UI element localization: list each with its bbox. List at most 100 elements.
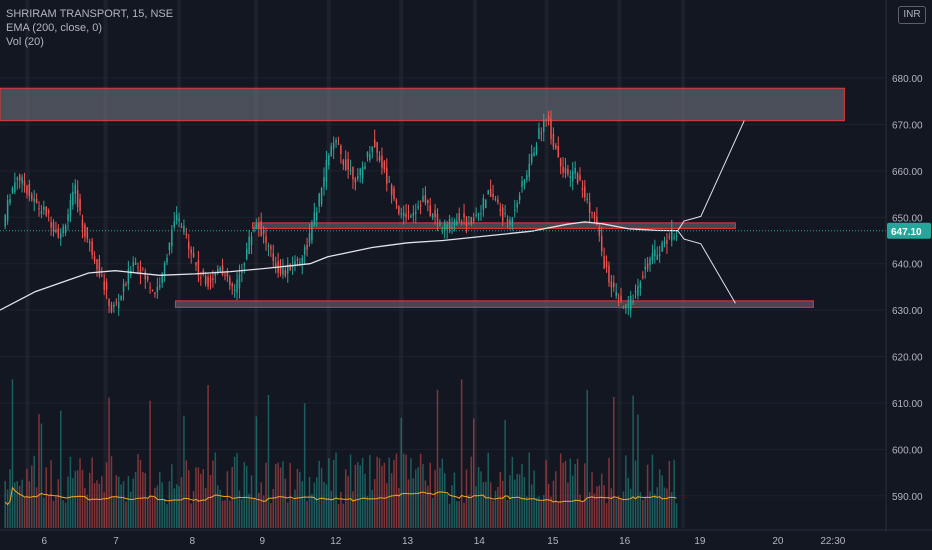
volume-bar bbox=[212, 460, 214, 528]
volume-bar bbox=[591, 472, 593, 528]
candle-body bbox=[139, 269, 142, 275]
candle-body bbox=[460, 221, 463, 223]
volume-bar bbox=[412, 478, 415, 528]
volume-bar bbox=[221, 500, 224, 528]
candle-body bbox=[163, 263, 166, 275]
volume-bar bbox=[323, 481, 325, 528]
candle-body bbox=[615, 291, 617, 296]
candle-body bbox=[294, 260, 296, 267]
candle-body bbox=[306, 244, 308, 250]
candle-body bbox=[279, 267, 282, 274]
volume-bar bbox=[168, 481, 171, 528]
time-axis[interactable]: 6 7 8 9 12 13 14 15 16 19 20 22:30 bbox=[0, 529, 932, 547]
volume-bar bbox=[76, 470, 79, 528]
volume-bar bbox=[67, 476, 69, 528]
volume-indicator-label[interactable]: Vol (20) bbox=[6, 36, 44, 48]
volume-bar bbox=[402, 453, 405, 528]
candle-body bbox=[543, 119, 545, 132]
volume-bar bbox=[52, 500, 55, 528]
grid-lines bbox=[0, 77, 886, 497]
volume-bar bbox=[497, 486, 499, 528]
volume-bar bbox=[108, 397, 110, 528]
volume-bar bbox=[410, 458, 412, 528]
volume-bar bbox=[318, 460, 320, 528]
volume-bar bbox=[463, 502, 465, 528]
projection-lines[interactable] bbox=[677, 120, 745, 304]
session-separator bbox=[681, 0, 686, 528]
candle-body bbox=[632, 301, 634, 304]
volume-bar bbox=[637, 414, 639, 528]
session-separator bbox=[326, 0, 331, 528]
volume-bar bbox=[586, 389, 588, 528]
volume-bar bbox=[526, 496, 528, 528]
candle-body bbox=[248, 236, 250, 255]
candle-body bbox=[197, 260, 200, 276]
symbol-title[interactable]: SHRIRAM TRANSPORT, 15, NSE bbox=[6, 8, 174, 20]
candle-body bbox=[550, 118, 552, 140]
candle-body bbox=[190, 249, 192, 254]
candle-body bbox=[98, 259, 101, 277]
support-resistance-zones[interactable] bbox=[0, 87, 845, 308]
volume-bar bbox=[639, 492, 642, 528]
volume-bar bbox=[470, 456, 473, 528]
volume-bar bbox=[122, 481, 125, 528]
candle-body bbox=[26, 185, 28, 195]
candle-body bbox=[349, 169, 352, 171]
volume-bar bbox=[96, 480, 98, 528]
volume-bar bbox=[516, 473, 518, 528]
volume-bar bbox=[38, 414, 40, 528]
candle-body bbox=[47, 210, 50, 213]
candle-body bbox=[21, 176, 23, 184]
candle-body bbox=[224, 274, 226, 276]
currency-button[interactable]: INR bbox=[898, 6, 926, 24]
candle-body bbox=[463, 213, 465, 218]
volume-bar bbox=[258, 492, 260, 528]
volume-bar bbox=[386, 483, 388, 528]
candle-body bbox=[419, 205, 422, 207]
volume-bar bbox=[656, 487, 659, 528]
volume-bar bbox=[383, 462, 386, 528]
volume-bar bbox=[547, 484, 550, 528]
candle-body bbox=[299, 262, 301, 264]
volume-bar bbox=[671, 492, 673, 528]
candle-body bbox=[668, 236, 671, 238]
volume-bar bbox=[74, 471, 76, 528]
ema-indicator-label[interactable]: EMA (200, close, 0) bbox=[6, 22, 102, 34]
volume-bar bbox=[477, 466, 480, 528]
candle-body bbox=[557, 145, 559, 158]
candle-body bbox=[361, 166, 364, 179]
volume-bar bbox=[654, 493, 656, 528]
volume-bar bbox=[482, 482, 485, 528]
candle-body bbox=[398, 206, 400, 214]
candle-body bbox=[221, 265, 224, 275]
volume-bar bbox=[62, 500, 64, 528]
candle-body bbox=[663, 240, 666, 244]
candle-body bbox=[574, 167, 576, 174]
ema-path bbox=[0, 221, 678, 311]
candle-body bbox=[168, 242, 171, 251]
volume-bar bbox=[451, 485, 453, 528]
time-tick-label: 13 bbox=[402, 536, 414, 547]
candle-body bbox=[200, 277, 202, 279]
candle-body bbox=[613, 282, 615, 288]
candle-body bbox=[402, 212, 405, 217]
candle-body bbox=[284, 270, 287, 276]
session-separator bbox=[25, 0, 30, 528]
volume-bar bbox=[354, 464, 357, 528]
volume-bar bbox=[395, 453, 398, 528]
candle-body bbox=[538, 128, 540, 140]
candle-body bbox=[516, 203, 518, 208]
volume-bar bbox=[43, 497, 45, 528]
volume-bar bbox=[289, 462, 291, 528]
volume-bar bbox=[393, 460, 395, 528]
volume-bar bbox=[81, 469, 84, 528]
candle-body bbox=[105, 282, 108, 290]
volume-bar bbox=[422, 463, 424, 528]
candle-body bbox=[117, 302, 120, 309]
price-axis[interactable]: 680.00 670.00 660.00 650.00 640.00 630.00 620.… bbox=[885, 0, 932, 550]
volume-bar bbox=[465, 469, 468, 528]
candle-body bbox=[178, 218, 180, 222]
volume-bar bbox=[84, 487, 86, 528]
